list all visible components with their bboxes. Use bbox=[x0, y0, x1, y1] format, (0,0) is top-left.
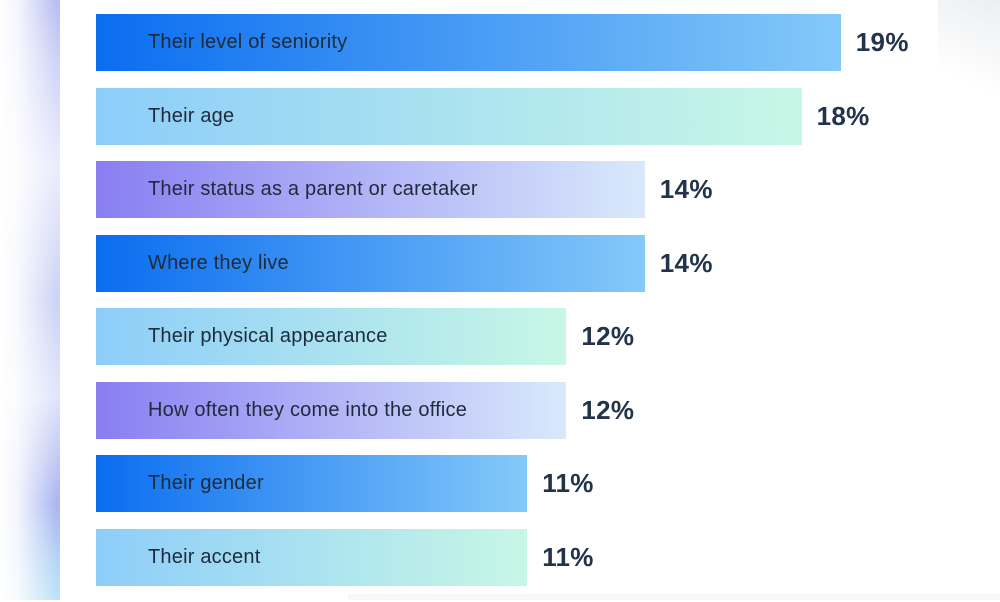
bar-value: 12% bbox=[581, 321, 635, 351]
bar-label: How often they come into the office bbox=[148, 398, 468, 421]
bar-row: Their status as a parent or caretaker 14% bbox=[96, 161, 909, 218]
bar-row: Their age 18% bbox=[96, 87, 909, 145]
bar-value: 14% bbox=[659, 247, 713, 278]
bar-value: 12% bbox=[581, 394, 635, 425]
bar-value: 11% bbox=[542, 541, 594, 572]
bar-label: Their physical appearance bbox=[148, 325, 388, 347]
bar: Their status as a parent or caretaker bbox=[96, 161, 645, 218]
bar: How often they come into the office bbox=[96, 381, 567, 439]
bar: Where they live bbox=[96, 234, 645, 292]
top-right-shading bbox=[938, 0, 1000, 150]
bar-label: Their age bbox=[148, 104, 235, 127]
bar-value: 14% bbox=[659, 174, 713, 204]
bar-row: Their level of seniority 19% bbox=[96, 14, 909, 71]
bar-row: Their accent 11% bbox=[96, 528, 909, 586]
bar-row: How often they come into the office 12% bbox=[96, 381, 909, 439]
bottom-edge-strip bbox=[348, 594, 1000, 600]
bar-label: Their gender bbox=[148, 472, 264, 494]
bar-value: 18% bbox=[816, 100, 870, 131]
bar: Their level of seniority bbox=[96, 14, 841, 71]
bar-label: Where they live bbox=[148, 251, 289, 274]
bar-value: 19% bbox=[855, 27, 909, 57]
bar: Their physical appearance bbox=[96, 308, 567, 365]
chart: Their level of seniority 19% Their age 18% T… bbox=[96, 14, 909, 602]
bar: Their gender bbox=[96, 455, 528, 512]
bar: Their age bbox=[96, 87, 802, 145]
bar-value: 11% bbox=[542, 468, 594, 498]
background-gradient-decor bbox=[0, 0, 60, 600]
bar: Their accent bbox=[96, 528, 528, 586]
bar-row: Where they live 14% bbox=[96, 234, 909, 292]
bar-row: Their physical appearance 12% bbox=[96, 308, 909, 365]
bar-label: Their status as a parent or caretaker bbox=[148, 178, 478, 200]
bar-label: Their level of seniority bbox=[148, 31, 348, 53]
bar-label: Their accent bbox=[148, 545, 261, 568]
bar-row: Their gender 11% bbox=[96, 455, 909, 512]
